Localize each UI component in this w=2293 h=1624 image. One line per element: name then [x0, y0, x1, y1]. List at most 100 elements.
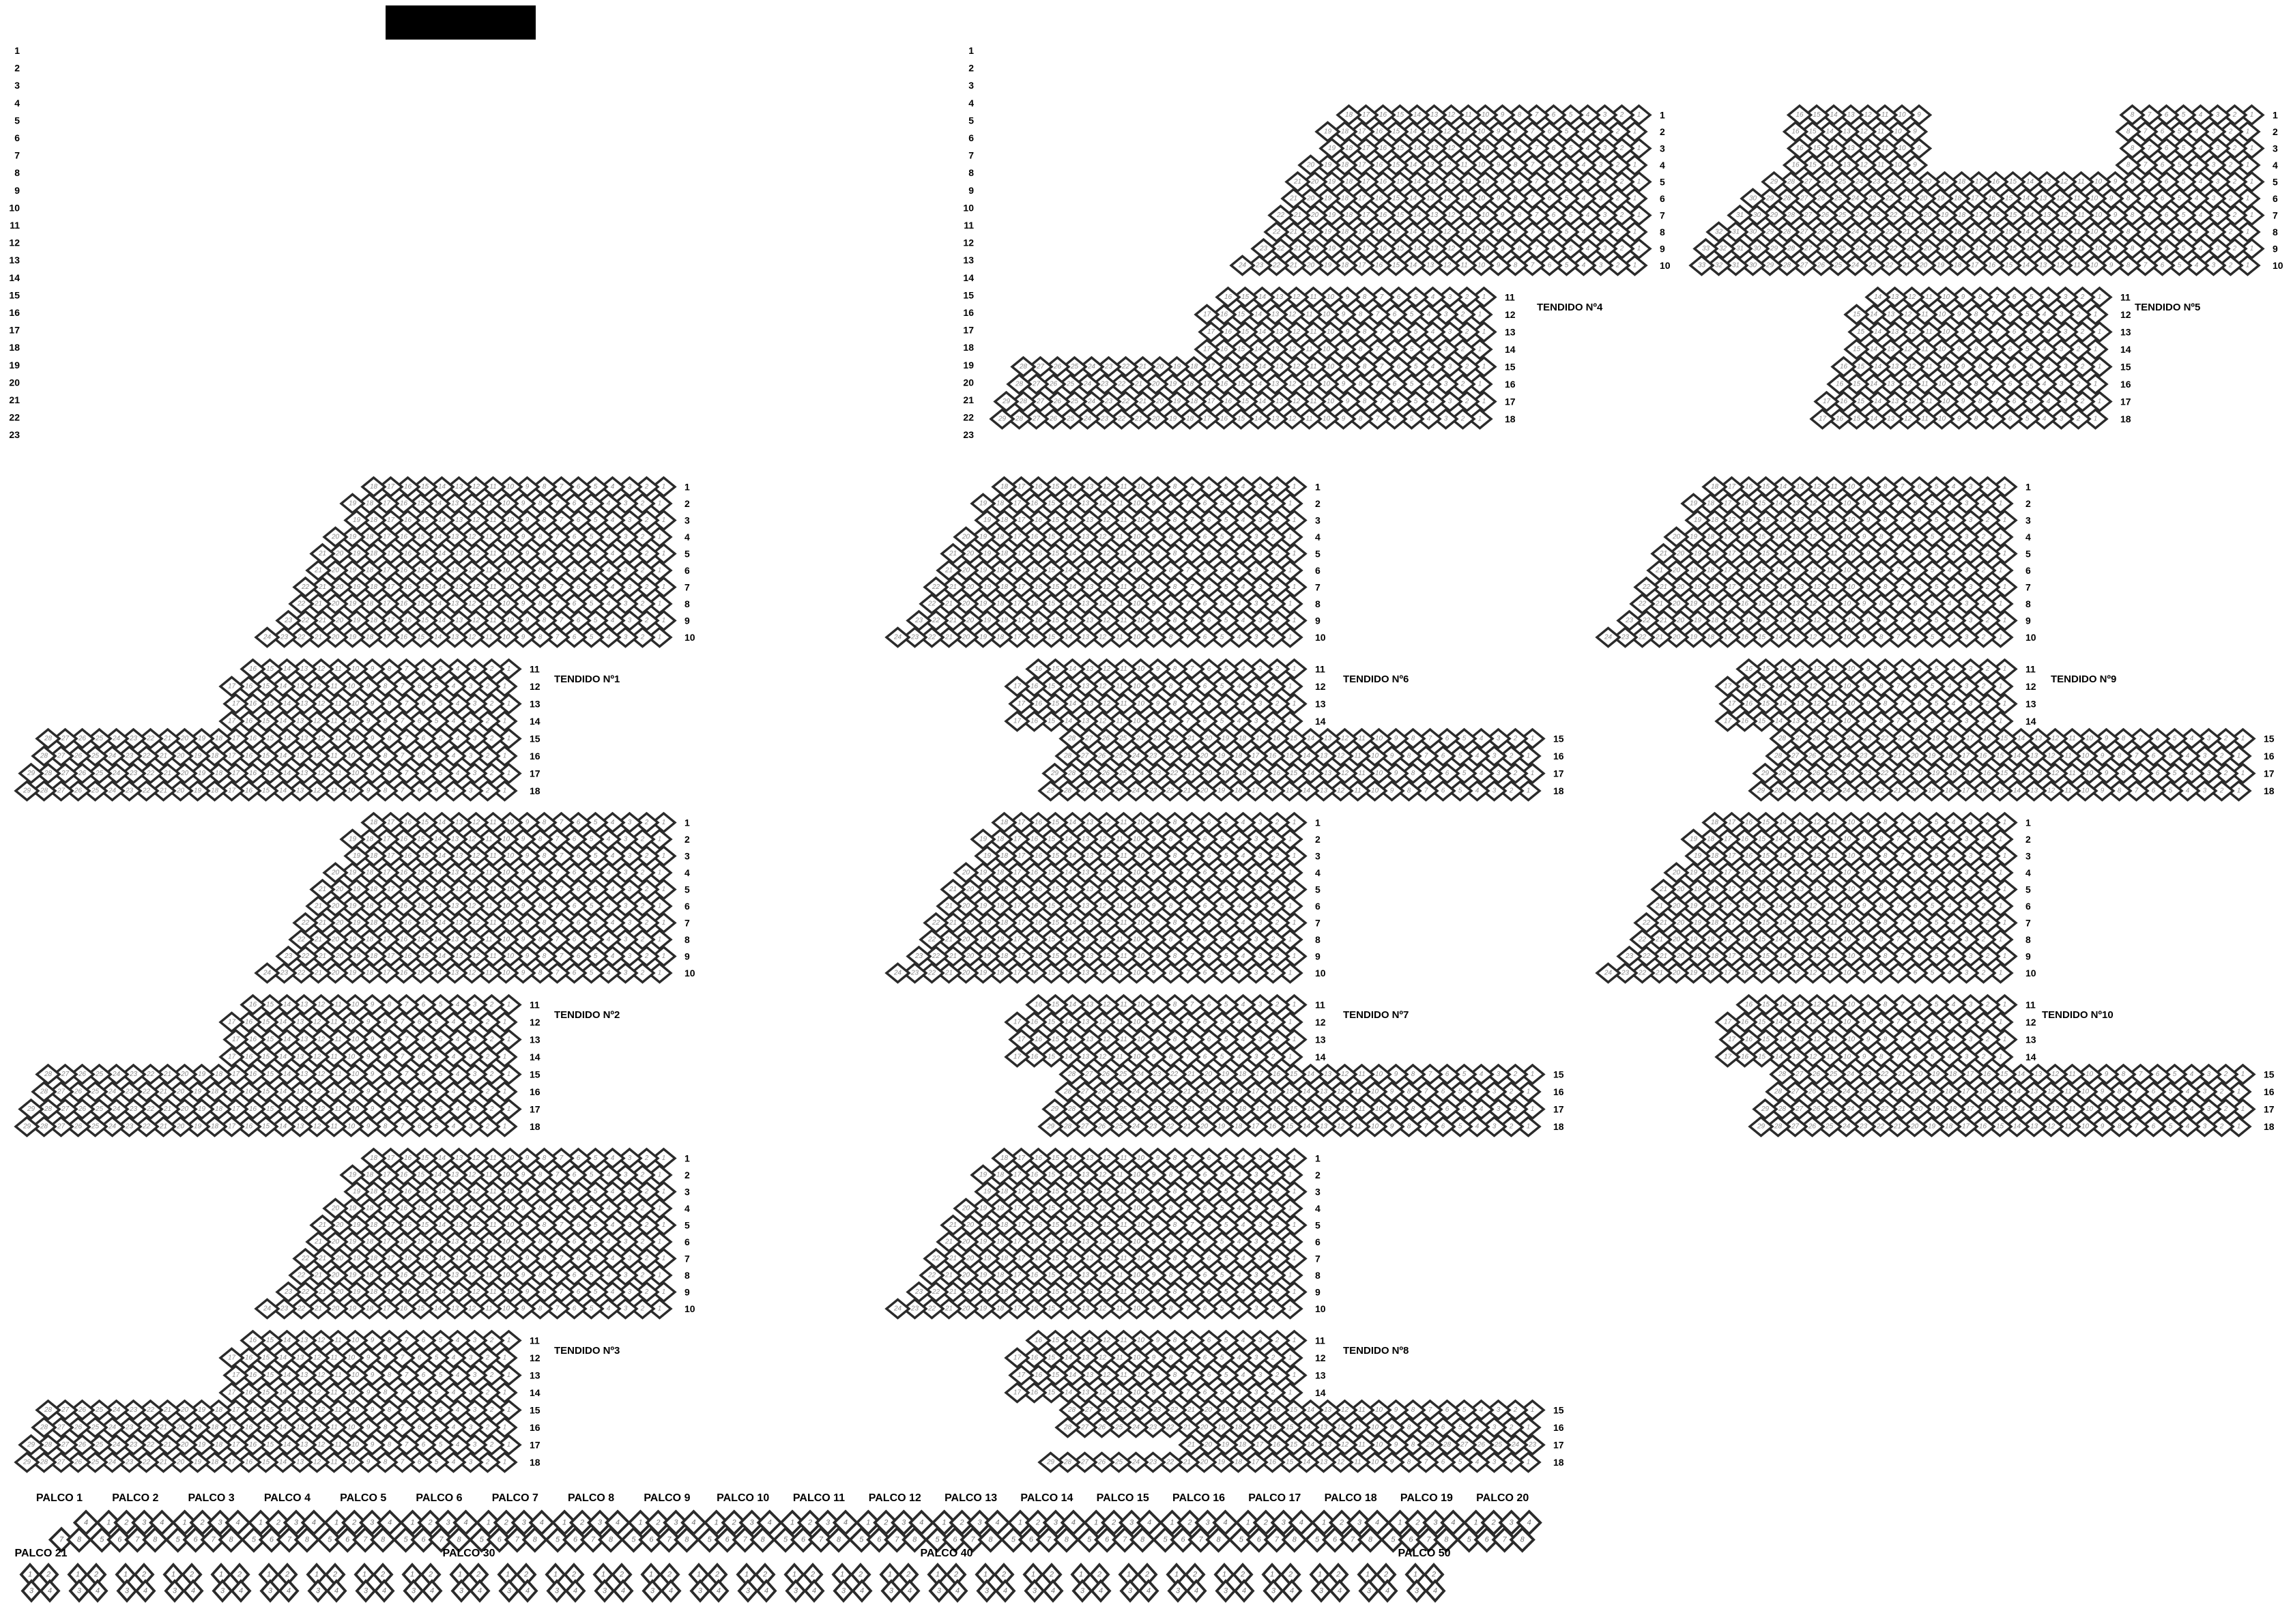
seat[interactable]: 4: [595, 593, 622, 615]
seat[interactable]: 17: [373, 560, 400, 581]
seat[interactable]: 14: [429, 509, 455, 532]
seat[interactable]: 17: [218, 1011, 245, 1033]
seat[interactable]: 11: [476, 493, 502, 514]
seat[interactable]: 29: [989, 408, 1015, 430]
seat[interactable]: 10: [493, 526, 519, 548]
seat[interactable]: 5: [578, 493, 605, 514]
seat[interactable]: 18: [356, 526, 383, 548]
seat[interactable]: 24: [254, 1298, 280, 1320]
seat[interactable]: 14: [429, 476, 455, 498]
seat[interactable]: 10: [497, 509, 523, 532]
seat[interactable]: 3: [616, 509, 643, 532]
seat[interactable]: 6: [561, 526, 588, 548]
seat[interactable]: 8: [2115, 154, 2141, 176]
seat[interactable]: 20: [322, 526, 349, 548]
seat[interactable]: 13: [446, 509, 472, 532]
seat[interactable]: 4: [599, 476, 626, 498]
seat[interactable]: 16: [1782, 121, 1809, 143]
seat[interactable]: 2: [629, 526, 656, 548]
seat[interactable]: 16: [240, 994, 266, 1016]
seat[interactable]: 28: [1006, 373, 1033, 395]
seat[interactable]: 19: [1318, 137, 1345, 160]
seat[interactable]: 5: [582, 476, 609, 498]
seat[interactable]: 7: [548, 509, 575, 532]
seat[interactable]: 17: [377, 576, 404, 598]
seat[interactable]: 19: [339, 526, 366, 548]
seat[interactable]: 28: [1010, 356, 1037, 378]
seat[interactable]: 21: [305, 895, 332, 917]
seat[interactable]: 28: [31, 745, 57, 767]
seat[interactable]: 13: [442, 526, 468, 548]
seat[interactable]: 1: [646, 593, 673, 615]
seat[interactable]: 5: [582, 542, 609, 565]
seat[interactable]: 7: [548, 476, 575, 498]
seat[interactable]: 17: [218, 710, 245, 732]
seat[interactable]: 18: [360, 811, 387, 834]
seat[interactable]: 5: [582, 509, 609, 532]
seat[interactable]: 3: [612, 526, 639, 548]
seat[interactable]: 4: [595, 493, 622, 514]
seat[interactable]: 15: [412, 476, 438, 498]
seat[interactable]: 14: [424, 560, 451, 581]
seat[interactable]: 17: [377, 542, 404, 565]
seat[interactable]: 16: [390, 526, 417, 548]
seat[interactable]: 17: [218, 676, 245, 697]
seat[interactable]: 9: [514, 509, 540, 532]
seat[interactable]: 7: [544, 526, 571, 548]
seat[interactable]: 21: [305, 560, 332, 581]
seat[interactable]: 17: [222, 693, 249, 715]
seat[interactable]: 17: [377, 476, 404, 498]
seat[interactable]: 14: [424, 526, 451, 548]
seat[interactable]: 29: [18, 1434, 44, 1456]
seat[interactable]: 22: [292, 1247, 319, 1270]
seat[interactable]: 16: [240, 1329, 266, 1352]
seat[interactable]: 17: [1198, 321, 1224, 343]
seat[interactable]: 22: [288, 593, 315, 615]
seat[interactable]: 17: [218, 1347, 245, 1369]
seat[interactable]: 8: [531, 576, 558, 598]
seat[interactable]: 2: [633, 509, 660, 532]
seat[interactable]: 15: [412, 576, 438, 598]
seat[interactable]: 5: [582, 576, 609, 598]
seat[interactable]: 18: [360, 509, 387, 532]
seat[interactable]: 12: [463, 476, 489, 498]
seat[interactable]: 4: [599, 576, 626, 598]
seat[interactable]: 9: [514, 542, 540, 565]
seat[interactable]: 17: [222, 1364, 249, 1387]
seat[interactable]: 19: [343, 542, 370, 565]
seat[interactable]: 12: [463, 509, 489, 532]
seat[interactable]: 2: [629, 593, 656, 615]
seat[interactable]: 11: [480, 476, 506, 498]
seat[interactable]: 19: [339, 828, 366, 850]
seat[interactable]: 16: [240, 658, 266, 680]
seat[interactable]: 29: [18, 1098, 44, 1120]
seat[interactable]: 10: [497, 576, 523, 598]
seat[interactable]: 8: [2115, 121, 2141, 143]
seat[interactable]: 9: [510, 493, 536, 514]
seat[interactable]: 21: [1280, 188, 1307, 209]
seat[interactable]: 10: [493, 493, 519, 514]
seat[interactable]: 19: [339, 1164, 366, 1186]
seat[interactable]: 6: [565, 509, 592, 532]
seat[interactable]: 14: [429, 576, 455, 598]
seat[interactable]: 10: [497, 542, 523, 565]
seat[interactable]: 23: [275, 945, 302, 968]
seat[interactable]: 1: [650, 476, 677, 498]
seat[interactable]: 12: [459, 526, 485, 548]
seat[interactable]: 14: [429, 542, 455, 565]
seat[interactable]: 22: [1263, 221, 1290, 243]
seat[interactable]: 17: [1194, 338, 1220, 360]
seat[interactable]: 13: [446, 576, 472, 598]
seat[interactable]: 6: [561, 593, 588, 615]
seat[interactable]: 15: [407, 493, 434, 514]
seat[interactable]: 21: [305, 1231, 332, 1253]
seat[interactable]: 12: [463, 576, 489, 598]
seat[interactable]: 2: [633, 576, 660, 598]
seat[interactable]: 28: [31, 1417, 57, 1438]
seat[interactable]: 20: [322, 862, 349, 884]
seat[interactable]: 7: [548, 576, 575, 598]
seat[interactable]: 1: [646, 493, 673, 514]
seat[interactable]: 2: [633, 476, 660, 498]
seat[interactable]: 18: [356, 493, 383, 514]
seat[interactable]: 19: [339, 493, 366, 514]
